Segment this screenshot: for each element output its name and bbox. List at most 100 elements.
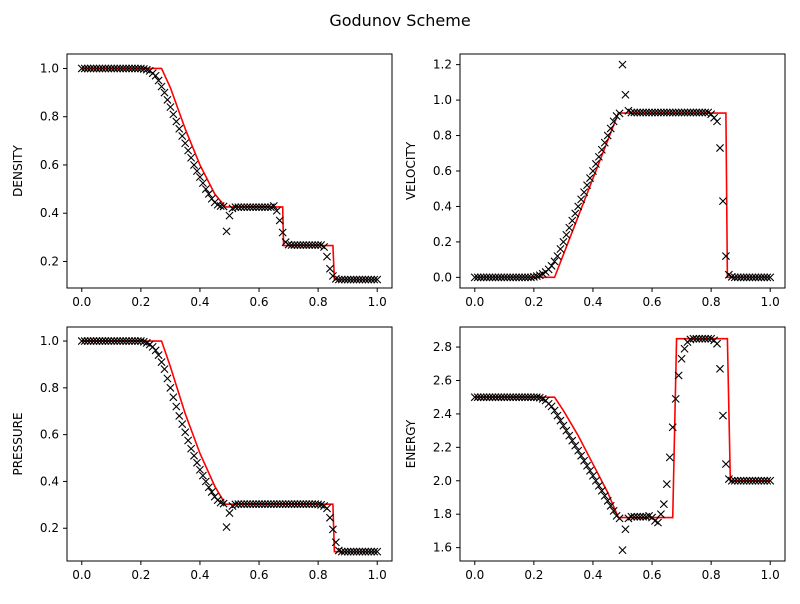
data-point-marker bbox=[160, 88, 169, 97]
data-point-marker bbox=[195, 173, 204, 182]
data-point-marker bbox=[184, 436, 193, 445]
data-point-marker bbox=[299, 241, 308, 250]
data-point-marker bbox=[603, 131, 612, 140]
data-point-marker bbox=[187, 444, 196, 453]
data-point-marker bbox=[597, 486, 606, 495]
y-tick-label: 2.8 bbox=[433, 340, 452, 354]
data-point-marker bbox=[302, 500, 311, 509]
data-point-marker bbox=[193, 458, 201, 467]
data-point-marker bbox=[246, 203, 255, 212]
data-point-marker bbox=[358, 275, 367, 284]
data-point-marker bbox=[680, 344, 689, 353]
data-point-marker bbox=[260, 500, 269, 509]
x-tick-label: 0.4 bbox=[583, 568, 602, 582]
data-point-marker bbox=[337, 547, 346, 556]
data-point-marker bbox=[550, 406, 559, 415]
y-tick-label: 0.2 bbox=[433, 235, 452, 249]
data-point-marker bbox=[331, 538, 340, 547]
data-point-marker bbox=[240, 500, 249, 509]
data-point-marker bbox=[325, 264, 334, 273]
y-tick-label: 0.0 bbox=[433, 270, 452, 284]
data-point-marker bbox=[515, 393, 524, 402]
data-point-marker bbox=[550, 257, 559, 266]
y-tick-label: 0.8 bbox=[433, 129, 452, 143]
data-point-marker bbox=[665, 108, 674, 117]
data-point-marker bbox=[656, 108, 665, 117]
data-point-marker bbox=[154, 351, 163, 360]
data-point-marker bbox=[668, 423, 677, 432]
data-point-marker bbox=[479, 393, 488, 402]
data-point-marker bbox=[586, 174, 594, 183]
y-axis-label: DENSITY bbox=[11, 145, 25, 197]
data-point-marker bbox=[680, 108, 689, 117]
x-tick-label: 0.4 bbox=[583, 295, 602, 309]
data-point-marker bbox=[367, 275, 376, 284]
y-tick-label: 0.4 bbox=[40, 474, 59, 488]
data-point-marker bbox=[231, 500, 240, 509]
data-point-marker bbox=[636, 512, 645, 521]
data-point-marker bbox=[240, 203, 249, 212]
data-point-marker bbox=[503, 273, 512, 282]
y-tick-label: 2.0 bbox=[433, 474, 452, 488]
data-point-marker bbox=[258, 500, 266, 509]
y-tick-label: 1.0 bbox=[40, 334, 59, 348]
data-point-marker bbox=[633, 512, 642, 521]
data-point-marker bbox=[343, 547, 352, 556]
data-point-marker bbox=[730, 273, 739, 282]
data-point-marker bbox=[361, 547, 370, 556]
subplot-energy: 0.0 0.2 0.4 0.6 0.8 1.0 1.6 1.8 2.0 2.2 2.4 2.6 2.8 E… bbox=[404, 326, 786, 582]
data-point-marker bbox=[509, 393, 518, 402]
data-point-marker bbox=[340, 547, 349, 556]
data-point-marker bbox=[488, 393, 497, 402]
data-point-marker bbox=[574, 202, 583, 211]
data-point-marker bbox=[104, 64, 113, 73]
data-point-marker bbox=[730, 476, 739, 485]
data-point-marker bbox=[556, 245, 565, 253]
x-tick-label: 0.0 bbox=[72, 295, 91, 309]
data-point-marker bbox=[77, 337, 86, 346]
data-point-marker bbox=[763, 273, 772, 282]
data-point-marker bbox=[618, 546, 627, 555]
data-point-marker bbox=[695, 108, 704, 117]
data-point-marker bbox=[246, 500, 255, 509]
data-point-marker bbox=[80, 337, 89, 346]
data-point-marker bbox=[119, 337, 128, 346]
data-point-marker bbox=[243, 203, 252, 212]
data-point-marker bbox=[352, 547, 361, 556]
data-point-marker bbox=[278, 228, 287, 237]
data-point-marker bbox=[172, 117, 181, 126]
data-point-marker bbox=[476, 393, 485, 402]
x-tick-label: 0.0 bbox=[465, 295, 484, 309]
y-tick-label: 0.4 bbox=[40, 206, 59, 220]
data-point-marker bbox=[653, 518, 662, 527]
data-point-marker bbox=[275, 216, 284, 225]
data-point-marker bbox=[364, 547, 373, 556]
data-point-marker bbox=[187, 153, 196, 162]
y-tick-label: 1.0 bbox=[40, 61, 59, 75]
data-point-marker bbox=[606, 124, 615, 133]
y-tick-label: 2.6 bbox=[433, 373, 452, 387]
data-point-marker bbox=[157, 358, 166, 367]
data-point-marker bbox=[763, 476, 772, 485]
data-point-marker bbox=[470, 393, 479, 402]
data-point-marker bbox=[512, 273, 521, 282]
data-point-marker bbox=[269, 500, 278, 509]
data-point-marker bbox=[95, 64, 104, 73]
data-point-marker bbox=[314, 241, 323, 250]
y-tick-label: 0.6 bbox=[40, 158, 59, 172]
data-point-marker bbox=[748, 273, 757, 282]
x-tick-label: 0.0 bbox=[465, 568, 484, 582]
data-point-marker bbox=[692, 108, 701, 117]
data-point-marker bbox=[255, 203, 264, 212]
data-point-marker bbox=[736, 273, 745, 282]
data-point-marker bbox=[349, 547, 358, 556]
data-point-marker bbox=[523, 393, 532, 402]
y-tick-label: 0.2 bbox=[40, 521, 59, 535]
data-point-marker bbox=[716, 143, 724, 152]
data-point-marker bbox=[181, 428, 190, 437]
data-point-marker bbox=[580, 456, 589, 465]
data-point-marker bbox=[503, 393, 512, 402]
data-point-marker bbox=[296, 241, 305, 250]
data-point-marker bbox=[249, 500, 258, 509]
data-point-marker bbox=[249, 203, 258, 212]
